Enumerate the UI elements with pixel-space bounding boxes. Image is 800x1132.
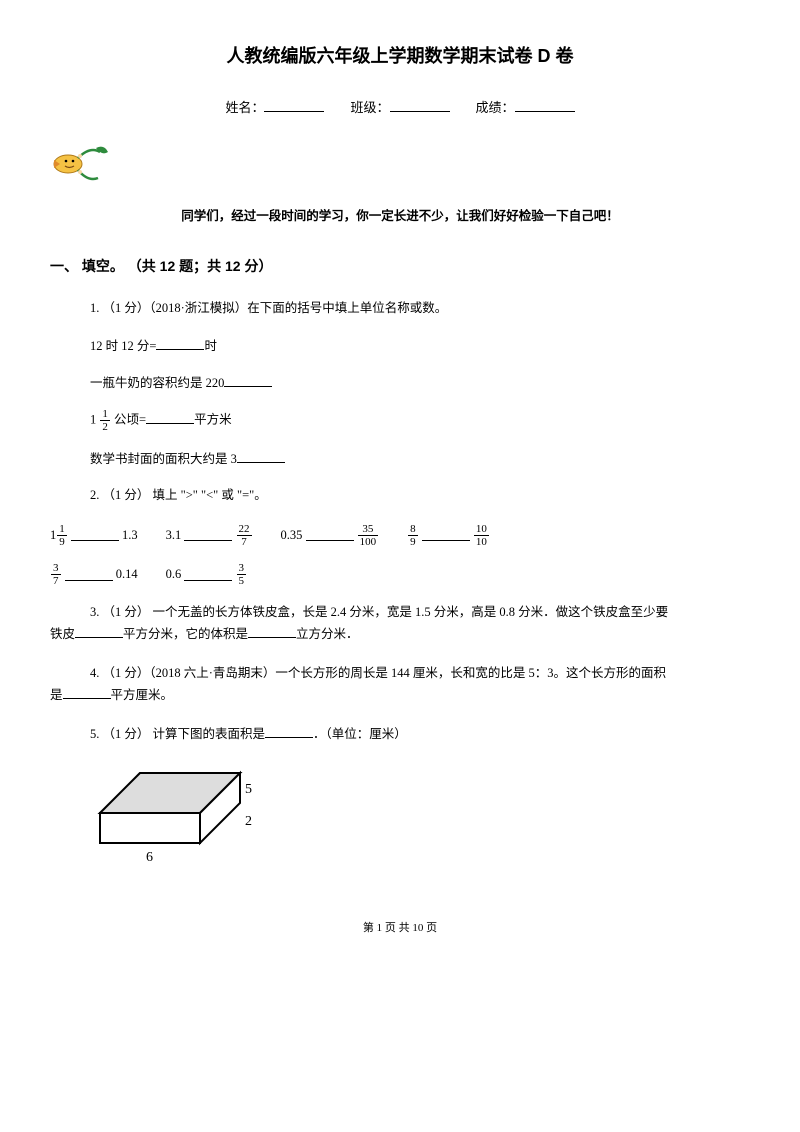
student-info-line: 姓名： 班级： 成绩： xyxy=(50,96,750,119)
q2-item-3: 89 1010 xyxy=(407,523,490,548)
q2-row1: 1 19 1.3 3.1 227 0.35 35100 89 1010 xyxy=(50,523,750,548)
q1-stem: 1. （1 分）（2018·浙江模拟）在下面的括号中填上单位名称或数。 xyxy=(90,297,750,320)
class-blank[interactable] xyxy=(390,99,450,112)
q3-mid2: 平方分米，它的体积是 xyxy=(123,627,248,641)
q4-pre: 4. （1 分）（2018 六上·青岛期末）一个长方形的周长是 144 厘米，长… xyxy=(90,666,666,680)
q2-blank-4[interactable] xyxy=(65,568,113,581)
q1-line4-text: 数学书封面的面积大约是 3 xyxy=(90,452,237,466)
q2-item-1: 3.1 227 xyxy=(166,523,253,548)
q1-blank-1[interactable] xyxy=(156,338,204,351)
q2-row2: 37 0.14 0.6 35 xyxy=(50,562,750,587)
q2-item-5: 0.6 35 xyxy=(166,562,247,587)
dim-h: 2 xyxy=(245,814,252,829)
q1-blank-4[interactable] xyxy=(237,450,285,463)
pencil-mascot-icon xyxy=(50,138,750,197)
encourage-text: 同学们，经过一段时间的学习，你一定长进不少，让我们好好检验一下自己吧！ xyxy=(50,205,750,228)
q2-blank-3[interactable] xyxy=(422,529,470,542)
q1-line3-frac: 12 xyxy=(100,408,110,433)
dim-w: 6 xyxy=(146,850,153,865)
q1-blank-3[interactable] xyxy=(146,411,194,424)
q1-line3-suf: 平方米 xyxy=(194,413,232,427)
q2-item-0: 1 19 1.3 xyxy=(50,523,138,548)
q2-item-2: 0.35 35100 xyxy=(281,523,380,548)
q3-mid1: 铁皮 xyxy=(50,627,75,641)
q1-line2: 一瓶牛奶的容积约是 220 xyxy=(90,372,750,395)
q3-pre: 3. （1 分） 一个无盖的长方体铁皮盒，长是 2.4 分米，宽是 1.5 分米… xyxy=(90,605,668,619)
section-1-head: 一、 填空。 （共 12 题；共 12 分） xyxy=(50,254,750,279)
page-title: 人教统编版六年级上学期数学期末试卷 D 卷 xyxy=(50,40,750,72)
q3-suf: 立方分米． xyxy=(296,627,359,641)
q4-blank[interactable] xyxy=(63,687,111,700)
q3-blank-1[interactable] xyxy=(75,626,123,639)
name-blank[interactable] xyxy=(264,99,324,112)
q1-line3-int: 1 xyxy=(90,413,96,427)
q2-blank-5[interactable] xyxy=(184,568,232,581)
q1-line1-a: 12 时 12 分= xyxy=(90,339,156,353)
q4-cont: 是 平方厘米。 xyxy=(50,684,750,707)
q5-stem: 5. （1 分） 计算下图的表面积是 xyxy=(90,727,265,741)
q2-blank-1[interactable] xyxy=(184,529,232,542)
q3-blank-2[interactable] xyxy=(248,626,296,639)
cuboid-figure: 5 2 6 xyxy=(90,763,750,890)
q1-line4: 数学书封面的面积大约是 3 xyxy=(90,448,750,471)
q1-line1-b: 时 xyxy=(204,339,217,353)
score-blank[interactable] xyxy=(515,99,575,112)
name-label: 姓名： xyxy=(225,100,264,115)
q4-mid: 是 xyxy=(50,688,63,702)
q4-suf: 平方厘米。 xyxy=(111,688,174,702)
q2-blank-0[interactable] xyxy=(71,529,119,542)
q1-line3-mid: 公顷= xyxy=(114,413,146,427)
q1-line1: 12 时 12 分= 时 xyxy=(90,335,750,358)
q5-suf: ．（单位：厘米） xyxy=(313,727,407,741)
q2-item-4: 37 0.14 xyxy=(50,562,138,587)
q5-blank[interactable] xyxy=(265,725,313,738)
q1-line2-text: 一瓶牛奶的容积约是 220 xyxy=(90,376,224,390)
q2-blank-2[interactable] xyxy=(306,529,354,542)
q1-blank-2[interactable] xyxy=(224,374,272,387)
q5: 5. （1 分） 计算下图的表面积是 ．（单位：厘米） xyxy=(90,723,750,746)
q2-stem: 2. （1 分） 填上 ">" "<" 或 "="。 xyxy=(90,484,750,507)
q4: 4. （1 分）（2018 六上·青岛期末）一个长方形的周长是 144 厘米，长… xyxy=(90,662,750,685)
dim-d: 5 xyxy=(245,782,252,797)
q1-line3: 1 12 公顷= 平方米 xyxy=(90,408,750,433)
q3: 3. （1 分） 一个无盖的长方体铁皮盒，长是 2.4 分米，宽是 1.5 分米… xyxy=(90,601,750,624)
q3-cont: 铁皮 平方分米，它的体积是 立方分米． xyxy=(50,623,750,646)
score-label: 成绩： xyxy=(476,100,515,115)
class-label: 班级： xyxy=(350,100,389,115)
page-footer: 第 1 页 共 10 页 xyxy=(50,919,750,939)
